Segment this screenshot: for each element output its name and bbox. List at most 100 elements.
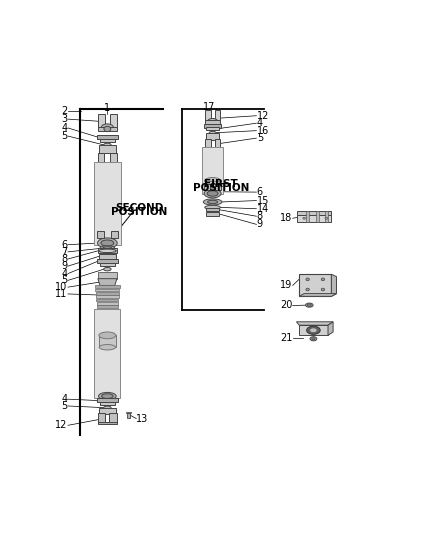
Ellipse shape [99,392,116,400]
Bar [99,408,116,414]
Text: 5: 5 [257,133,263,143]
Bar [97,135,117,140]
Bar [95,285,120,288]
Ellipse shape [101,240,114,246]
Bar [205,110,211,120]
Text: 1: 1 [104,103,110,113]
Bar [306,212,309,222]
Polygon shape [297,322,333,325]
Bar [98,422,117,424]
Text: 6: 6 [61,240,67,250]
Bar [98,272,117,279]
Text: 2: 2 [61,106,67,116]
Ellipse shape [306,303,313,307]
Ellipse shape [307,326,320,334]
Ellipse shape [205,205,220,209]
Bar [215,110,220,120]
Polygon shape [299,274,332,296]
Bar [98,413,105,423]
Ellipse shape [312,338,315,340]
Text: 4: 4 [61,269,67,279]
Text: 4: 4 [257,118,263,128]
Text: 11: 11 [55,289,67,299]
Bar [100,263,115,266]
Text: 6: 6 [257,187,263,197]
Bar [205,140,211,147]
Bar [100,139,115,142]
Bar [206,127,219,130]
Text: 5: 5 [61,276,67,285]
Ellipse shape [310,337,317,341]
Bar [99,146,116,154]
Text: 16: 16 [257,126,269,136]
Ellipse shape [104,126,111,132]
Bar [299,325,328,335]
Bar [98,153,104,162]
Text: 18: 18 [280,213,293,223]
Polygon shape [299,294,336,296]
Text: 5: 5 [61,131,67,141]
Text: 10: 10 [55,282,67,292]
Ellipse shape [99,332,116,339]
Text: 15: 15 [257,196,269,206]
Ellipse shape [99,344,116,350]
Bar [96,298,119,302]
Ellipse shape [100,246,115,251]
Bar [202,147,223,195]
Text: 14: 14 [257,204,269,214]
Text: 17: 17 [203,102,215,112]
Ellipse shape [303,217,306,219]
Ellipse shape [205,177,221,184]
Bar [95,309,120,398]
Polygon shape [297,212,332,215]
Text: 19: 19 [280,280,293,290]
Ellipse shape [208,200,218,204]
Ellipse shape [203,199,222,205]
Bar [317,212,319,222]
Ellipse shape [310,328,317,333]
Ellipse shape [209,131,216,134]
Ellipse shape [104,143,111,147]
Bar [97,399,117,402]
Polygon shape [98,279,117,286]
Bar [98,114,105,127]
Text: POSITION: POSITION [193,183,249,193]
Bar [215,184,221,190]
Bar [127,412,131,414]
Ellipse shape [306,278,309,281]
Bar [97,231,104,238]
Text: 8: 8 [257,211,263,221]
Bar [205,120,220,124]
Ellipse shape [208,118,218,125]
Ellipse shape [321,288,325,291]
Text: 5: 5 [61,401,67,411]
Bar [110,413,117,423]
Text: POSITION: POSITION [111,207,168,217]
Bar [325,212,328,222]
Text: 3: 3 [61,114,67,124]
Bar [110,153,117,162]
Ellipse shape [307,304,311,306]
Bar [95,292,119,295]
Bar [94,162,121,245]
Text: SECOND: SECOND [116,203,164,213]
Ellipse shape [321,278,325,281]
Bar [97,305,118,308]
Text: 21: 21 [280,333,293,343]
Ellipse shape [98,238,117,248]
Ellipse shape [102,247,112,250]
Polygon shape [297,215,332,222]
Bar [110,114,117,127]
Bar [127,413,130,417]
Ellipse shape [101,124,113,131]
Text: 4: 4 [61,123,67,133]
Ellipse shape [204,189,221,198]
Ellipse shape [104,268,111,271]
Bar [96,302,118,305]
Text: 9: 9 [61,261,67,271]
Ellipse shape [306,288,309,291]
Bar [204,184,210,190]
Text: 4: 4 [61,394,67,404]
Ellipse shape [325,217,328,219]
Text: 9: 9 [257,220,263,229]
